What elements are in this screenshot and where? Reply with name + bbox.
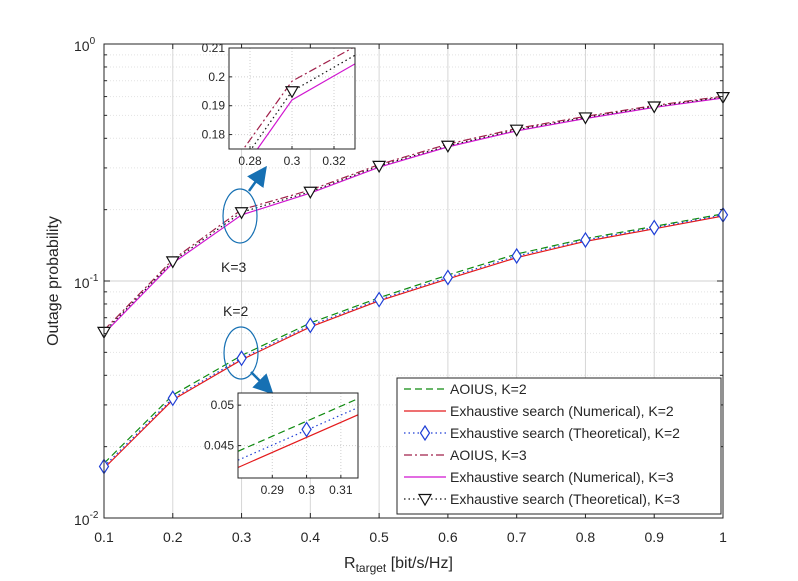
annotation-layer: K=3 K=2 [221,165,274,395]
data-point-marker [234,207,249,220]
y-tick-label: 10-2 [74,510,99,528]
k2-label: K=2 [223,303,249,319]
x-tick-label: 0.6 [438,529,458,545]
legend-label: Exhaustive search (Numerical), K=3 [450,469,674,485]
inset-y-tick-label: 0.18 [202,128,226,142]
x-tick-label: 0.8 [576,529,596,545]
x-axis-label: Rtarget [bit/s/Hz] [344,555,453,575]
legend-label: Exhaustive search (Theoretical), K=3 [450,491,680,507]
inset-x-tick-label: 0.3 [298,483,315,497]
inset-series-line-2 [256,63,355,149]
x-tick-label: 1 [719,529,727,545]
axis-ticks: 0.1 0.2 0.3 0.4 0.5 0.6 0.7 0.8 0.9 1 10-2 10-1 100 [74,36,727,545]
legend-label: AOIUS, K=3 [450,447,527,463]
x-tick-label: 0.3 [232,529,252,545]
x-tick-label: 0.5 [369,529,389,545]
legend-label: Exhaustive search (Numerical), K=2 [450,403,674,419]
legend-items: AOIUS, K=2 Exhaustive search (Numerical),… [404,381,680,507]
inset-lower-zoom: 0.29 0.3 0.31 0.045 0.05 [204,392,359,497]
x-tick-label: 0.4 [301,529,321,545]
data-point-marker [442,269,454,286]
data-point-marker [236,350,247,367]
inset-data-marker [284,86,300,99]
series-line-4 [104,97,723,334]
inset-data-marker [301,421,312,438]
data-point-marker [649,219,660,236]
k3-label: K=3 [221,259,247,275]
legend: AOIUS, K=2 Exhaustive search (Numerical),… [396,377,722,515]
inset-y-tick-label: 0.2 [208,70,225,84]
inset-y-tick-label: 0.19 [202,99,226,113]
data-point-marker [509,124,524,137]
inset-y-tick-label: 0.21 [202,41,226,55]
k3-arrow [247,165,267,192]
data-point-marker [373,291,385,308]
data-point-marker [580,231,591,249]
x-tick-label: 0.2 [163,529,183,545]
inset-y-tick-label: 0.045 [204,439,234,453]
legend-marker [419,424,431,442]
y-tick-label: 10-1 [74,273,99,291]
inset-upper-marker [284,86,300,99]
series-layer [104,95,723,469]
data-point-marker [440,140,455,153]
inset-x-tick-label: 0.3 [284,154,301,168]
inset-x-tick-label: 0.28 [238,154,262,168]
y-tick-label: 100 [74,36,96,54]
k2-arrow [250,371,274,395]
data-point-marker [303,186,318,199]
inset-series-line-1 [238,407,358,461]
data-point-marker [372,160,387,174]
legend-box [396,377,722,515]
inset-upper-zoom: 0.28 0.3 0.32 0.18 0.19 0.2 0.21 [202,41,356,168]
series-line-0 [104,213,723,464]
x-tick-label: 0.1 [94,529,114,545]
inset-x-tick-label: 0.29 [261,483,285,497]
inset-upper-ticks: 0.28 0.3 0.32 0.18 0.19 0.2 0.21 [202,41,346,168]
data-point-marker [165,256,180,269]
data-point-marker [511,247,522,265]
inset-lower-ticks: 0.29 0.3 0.31 0.045 0.05 [204,398,353,497]
inset-series-line-2 [238,414,358,469]
k2-highlight-ellipse [223,326,259,380]
inset-lower-series [238,398,358,469]
legend-label: AOIUS, K=2 [450,381,527,397]
series-line-3 [104,95,723,331]
inset-x-tick-label: 0.32 [322,154,346,168]
x-tick-label: 0.7 [507,529,527,545]
inset-x-tick-label: 0.31 [329,483,353,497]
data-point-marker [305,317,316,334]
series-line-1 [104,215,723,469]
legend-label: Exhaustive search (Theoretical), K=2 [450,425,680,441]
series-line-5 [104,96,723,333]
inset-series-line-0 [242,48,354,149]
x-tick-label: 0.9 [644,529,664,545]
inset-lower-marker [301,421,312,438]
inset-y-tick-label: 0.05 [211,398,235,412]
legend-marker [417,493,433,507]
data-point-marker [167,390,178,407]
data-point-marker [647,101,662,114]
data-point-marker [578,112,593,125]
y-axis-label: Outage probability [45,216,62,346]
k3-highlight-ellipse [222,188,258,244]
